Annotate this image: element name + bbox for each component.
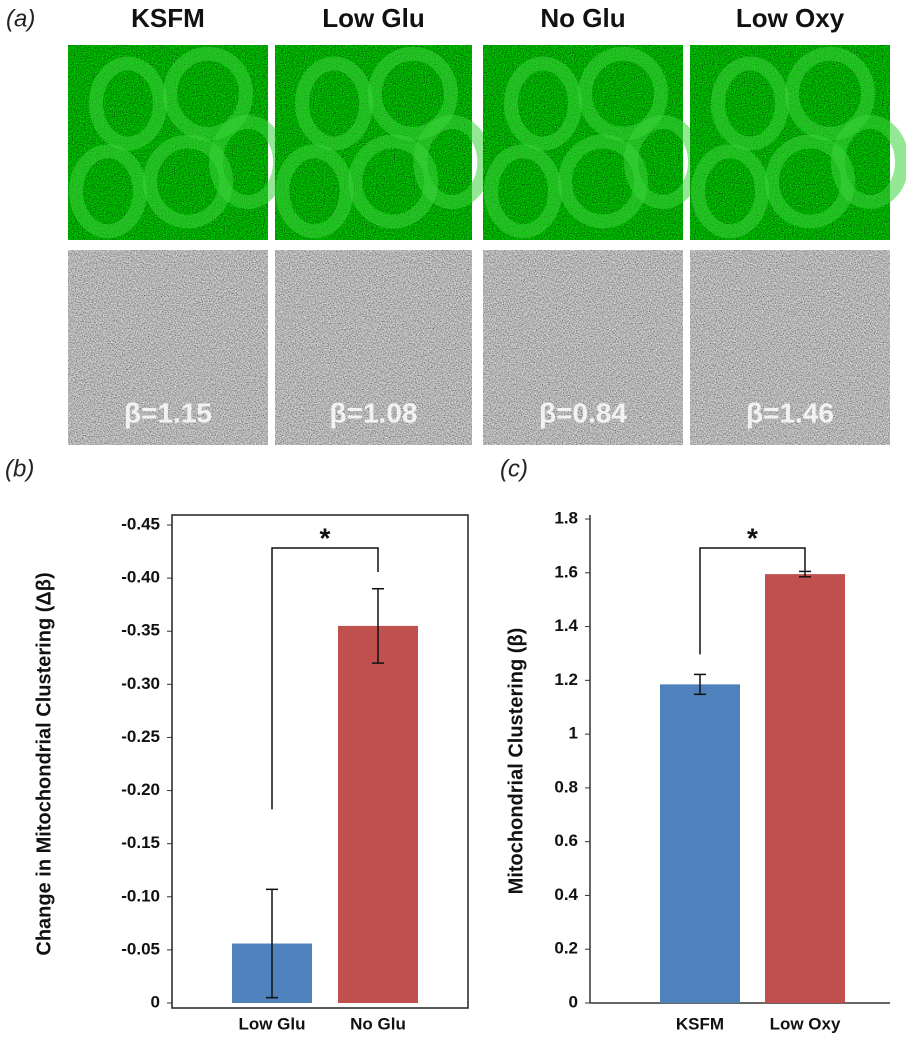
y-tick-label: 0.6 [554,831,578,850]
error-bar [266,888,278,999]
x-tick-label: KSFM [676,1014,724,1033]
y-tick-label: -0.45 [121,514,160,533]
cell [785,46,875,141]
error-bar [372,587,384,664]
significance-bracket [699,547,806,655]
y-tick-label: 0.4 [554,885,578,904]
panel-label: (c) [500,455,528,482]
condition-title: KSFM [131,3,205,33]
x-tick-label: Low Oxy [770,1014,841,1033]
y-tick-label: 1.6 [554,562,578,581]
condition-title: Low Oxy [736,3,845,33]
y-tick-label: 1.2 [554,670,578,689]
processed-noise [275,250,472,445]
y-tick-label: 1.4 [554,616,578,635]
cell [691,144,769,239]
significance-marker: * [747,522,758,553]
y-tick-label: -0.25 [121,727,160,746]
y-axis-label: Mitochondrial Clustering (β) [505,628,527,895]
beta-label: β=0.84 [539,397,627,428]
panel-label: (b) [5,455,34,482]
x-tick-label: Low Glu [238,1014,305,1033]
panel-label: (a) [6,5,35,32]
cell [295,56,374,151]
cell [504,56,582,151]
y-tick-label: 0 [151,992,160,1011]
cell [367,46,458,141]
y-tick-label: -0.05 [121,939,160,958]
y-tick-label: -0.30 [121,674,160,693]
cell [275,144,354,239]
processed-noise [483,250,683,445]
y-tick-label: -0.40 [121,568,160,587]
y-axis-label: Change in Mitochondrial Clustering (Δβ) [33,572,55,955]
cell [484,144,562,239]
processed-noise [690,250,890,445]
x-tick-label: No Glu [350,1014,406,1033]
condition-title: No Glu [540,3,625,33]
beta-label: β=1.15 [124,397,212,428]
cell [711,56,789,151]
y-tick-label: -0.15 [121,833,160,852]
significance-marker: * [320,522,331,553]
error-bar [694,673,706,696]
cell [831,115,906,209]
processed-noise [68,250,268,445]
beta-label: β=1.08 [330,397,418,428]
y-tick-label: 0 [569,992,578,1011]
y-tick-label: 0.2 [554,939,578,958]
beta-label: β=1.46 [746,397,834,428]
bar [660,684,740,1003]
bar [338,625,418,1003]
y-tick-label: 1 [569,724,578,743]
y-tick-label: -0.20 [121,780,160,799]
bar [765,574,845,1003]
y-tick-label: -0.35 [121,621,160,640]
significance-bracket [271,547,379,810]
y-tick-label: 1.8 [554,508,578,527]
plot-frame [171,514,469,1009]
cell [89,56,167,151]
y-tick-label: 0.8 [554,777,578,796]
cell [578,46,668,141]
cell [163,46,253,141]
condition-title: Low Glu [322,3,425,33]
y-tick-label: -0.10 [121,886,160,905]
cell [69,144,147,239]
